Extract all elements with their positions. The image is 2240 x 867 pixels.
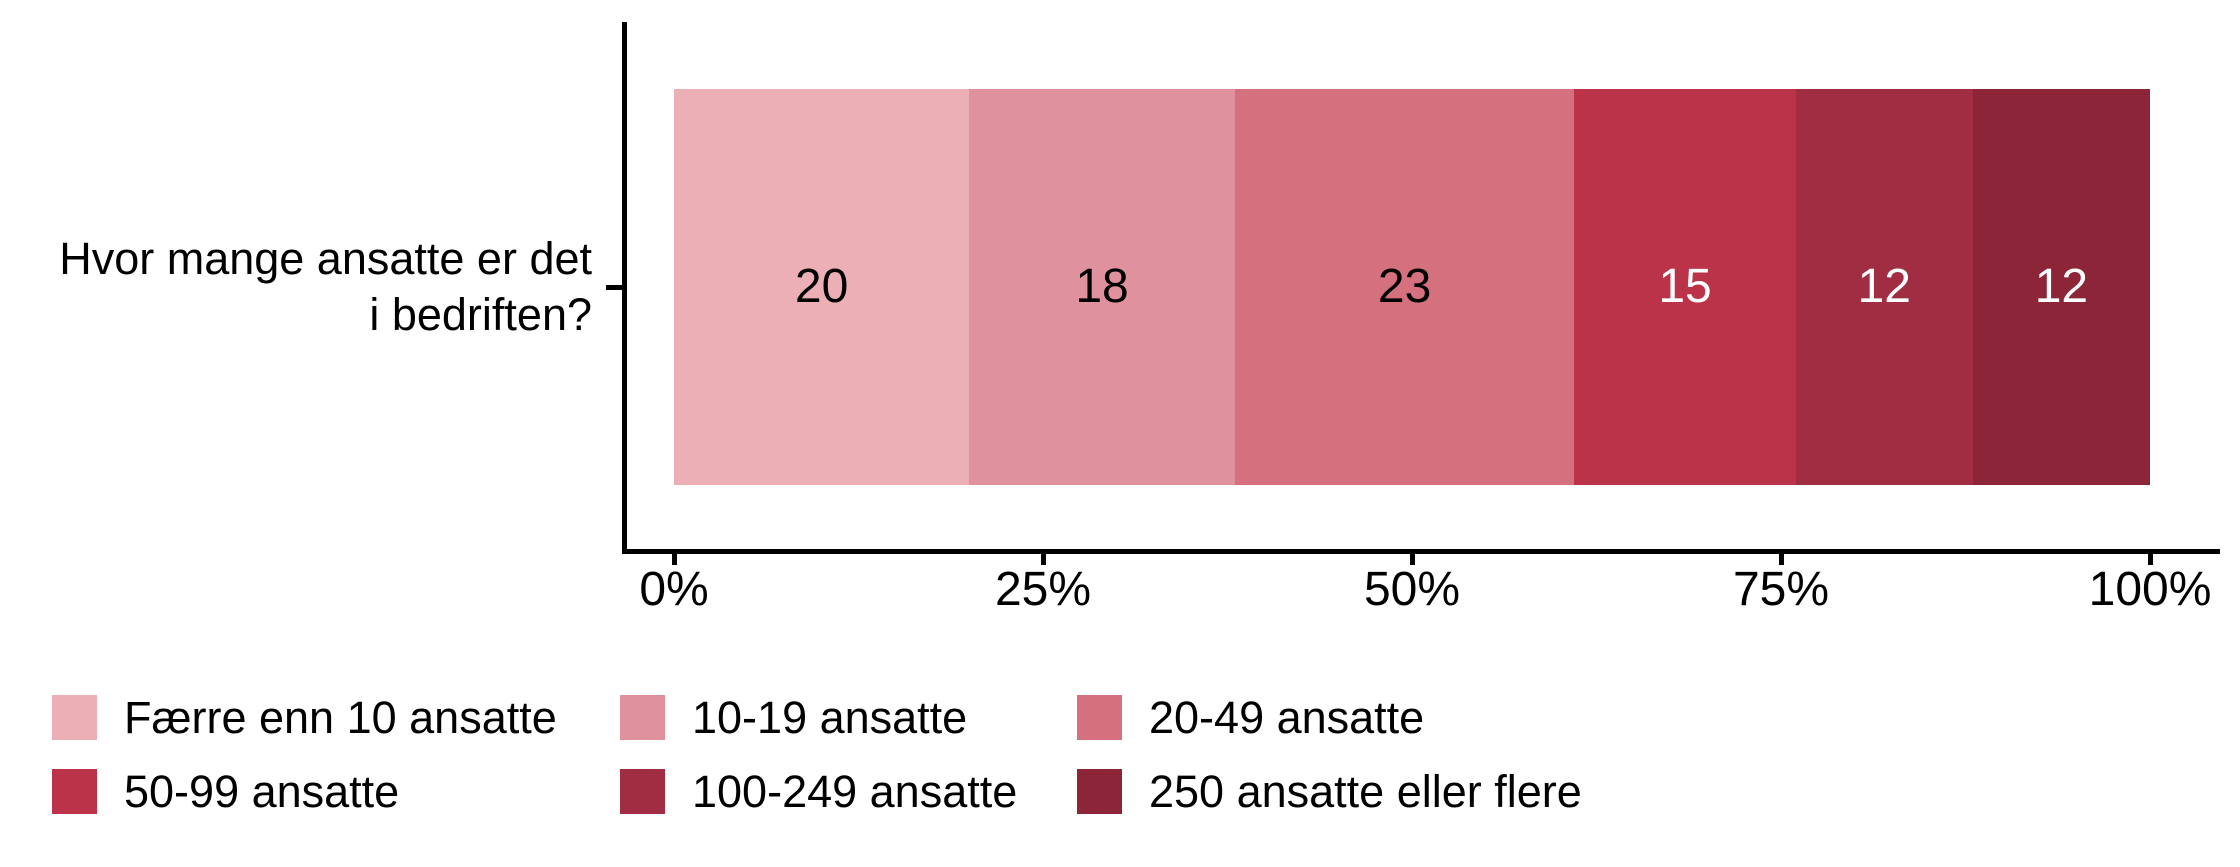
legend-label: 20-49 ansatte xyxy=(1149,692,1425,743)
x-axis-tick-label: 25% xyxy=(994,563,1092,616)
x-axis-tick xyxy=(1778,554,1784,565)
bar-segment: 20 xyxy=(674,89,970,485)
legend-item: 100-249 ansatte xyxy=(620,769,1017,814)
legend-swatch xyxy=(52,769,97,814)
y-axis-tick xyxy=(606,285,622,290)
legend-label: Færre enn 10 ansatte xyxy=(124,692,557,743)
bar-segment: 23 xyxy=(1234,89,1575,485)
bar-value-label: 12 xyxy=(1857,260,1911,313)
bar-segment: 12 xyxy=(1972,89,2150,485)
x-axis-tick-label: 50% xyxy=(1363,563,1461,616)
bar-segment: 15 xyxy=(1574,89,1796,485)
bar-value-label: 12 xyxy=(2034,260,2089,313)
legend-item: 20-49 ansatte xyxy=(1077,695,1424,740)
legend-label: 10-19 ansatte xyxy=(692,692,968,743)
bar-segment: 18 xyxy=(969,89,1235,485)
x-axis-tick-label: 0% xyxy=(639,563,709,616)
x-axis-tick xyxy=(1040,554,1046,565)
legend-swatch xyxy=(1077,769,1122,814)
legend-label: 250 ansatte eller flere xyxy=(1149,766,1582,817)
legend-swatch xyxy=(1077,695,1122,740)
legend-item: Færre enn 10 ansatte xyxy=(52,695,557,740)
legend-swatch xyxy=(52,695,97,740)
bar-value-label: 15 xyxy=(1658,260,1712,313)
x-axis-line xyxy=(622,549,2220,554)
y-axis-category-label-line1: Hvor mange ansatte er det xyxy=(59,233,592,284)
x-axis-tick xyxy=(2147,554,2153,565)
legend-swatch xyxy=(620,695,665,740)
bar-segment: 12 xyxy=(1795,89,1973,485)
legend-item: 50-99 ansatte xyxy=(52,769,399,814)
legend-label: 100-249 ansatte xyxy=(692,766,1018,817)
legend-item: 10-19 ansatte xyxy=(620,695,967,740)
x-axis-tick xyxy=(671,554,677,565)
legend-label: 50-99 ansatte xyxy=(124,766,400,817)
y-axis-line xyxy=(622,22,627,554)
stacked-bar: 20 18 23 15 12 12 xyxy=(674,89,2150,485)
y-axis-category-label-line2: i bedriften? xyxy=(369,289,592,340)
x-axis-tick xyxy=(1409,554,1415,565)
y-axis-category-label: Hvor mange ansatte er det i bedriften? xyxy=(0,231,592,343)
bar-value-label: 20 xyxy=(794,260,849,313)
x-axis-tick-label: 75% xyxy=(1732,563,1830,616)
x-axis-tick-label: 100% xyxy=(2088,563,2212,616)
legend-item: 250 ansatte eller flere xyxy=(1077,769,1582,814)
bar-value-label: 23 xyxy=(1377,260,1432,313)
bar-value-label: 18 xyxy=(1075,260,1129,313)
legend-swatch xyxy=(620,769,665,814)
